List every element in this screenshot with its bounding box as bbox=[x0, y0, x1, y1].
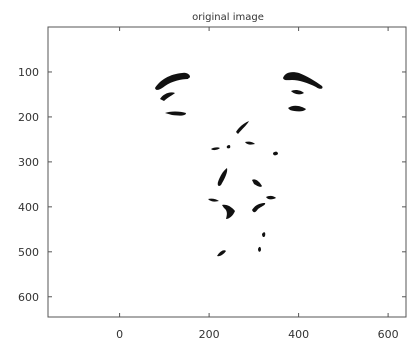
nostril-center-right bbox=[252, 203, 266, 213]
y-tick-label: 300 bbox=[18, 156, 39, 169]
axis-ticks: 0 200 400 600 100 200 300 400 500 600 bbox=[18, 27, 406, 341]
cheek-mark-right bbox=[273, 151, 278, 156]
nostril-center-left bbox=[222, 204, 235, 219]
y-tick-label: 600 bbox=[18, 291, 39, 304]
nose-bridge-upper bbox=[236, 121, 249, 134]
left-eyebrow-tail bbox=[182, 72, 190, 79]
left-eyebrow bbox=[155, 73, 189, 90]
nose-wing-left bbox=[217, 168, 228, 186]
x-tick-label: 200 bbox=[199, 328, 220, 341]
left-eye-upper bbox=[160, 92, 175, 101]
nostril-left bbox=[208, 198, 219, 202]
x-tick-label: 600 bbox=[378, 328, 399, 341]
y-tick-label: 100 bbox=[18, 66, 39, 79]
nose-bridge-right bbox=[245, 141, 255, 145]
figure-title: original image bbox=[192, 12, 264, 23]
right-eyebrow bbox=[283, 72, 323, 89]
right-eye-lower bbox=[288, 105, 306, 112]
right-eye-upper bbox=[291, 89, 304, 95]
nose-bridge-left-dot bbox=[226, 144, 231, 149]
image-features bbox=[155, 72, 323, 257]
x-tick-label: 400 bbox=[288, 328, 309, 341]
x-tick-label: 0 bbox=[116, 328, 123, 341]
y-tick-label: 200 bbox=[18, 111, 39, 124]
y-tick-label: 400 bbox=[18, 201, 39, 214]
chin-mark-right bbox=[258, 246, 261, 252]
chin-mark-left bbox=[217, 250, 226, 257]
left-eye-lower bbox=[165, 111, 186, 116]
nose-bridge-left bbox=[211, 147, 220, 151]
y-tick-label: 500 bbox=[18, 246, 39, 259]
mouth-mark-right bbox=[262, 232, 266, 238]
nose-wing-right bbox=[252, 179, 262, 187]
nostril-right bbox=[266, 195, 276, 200]
axes-frame bbox=[47, 26, 407, 318]
